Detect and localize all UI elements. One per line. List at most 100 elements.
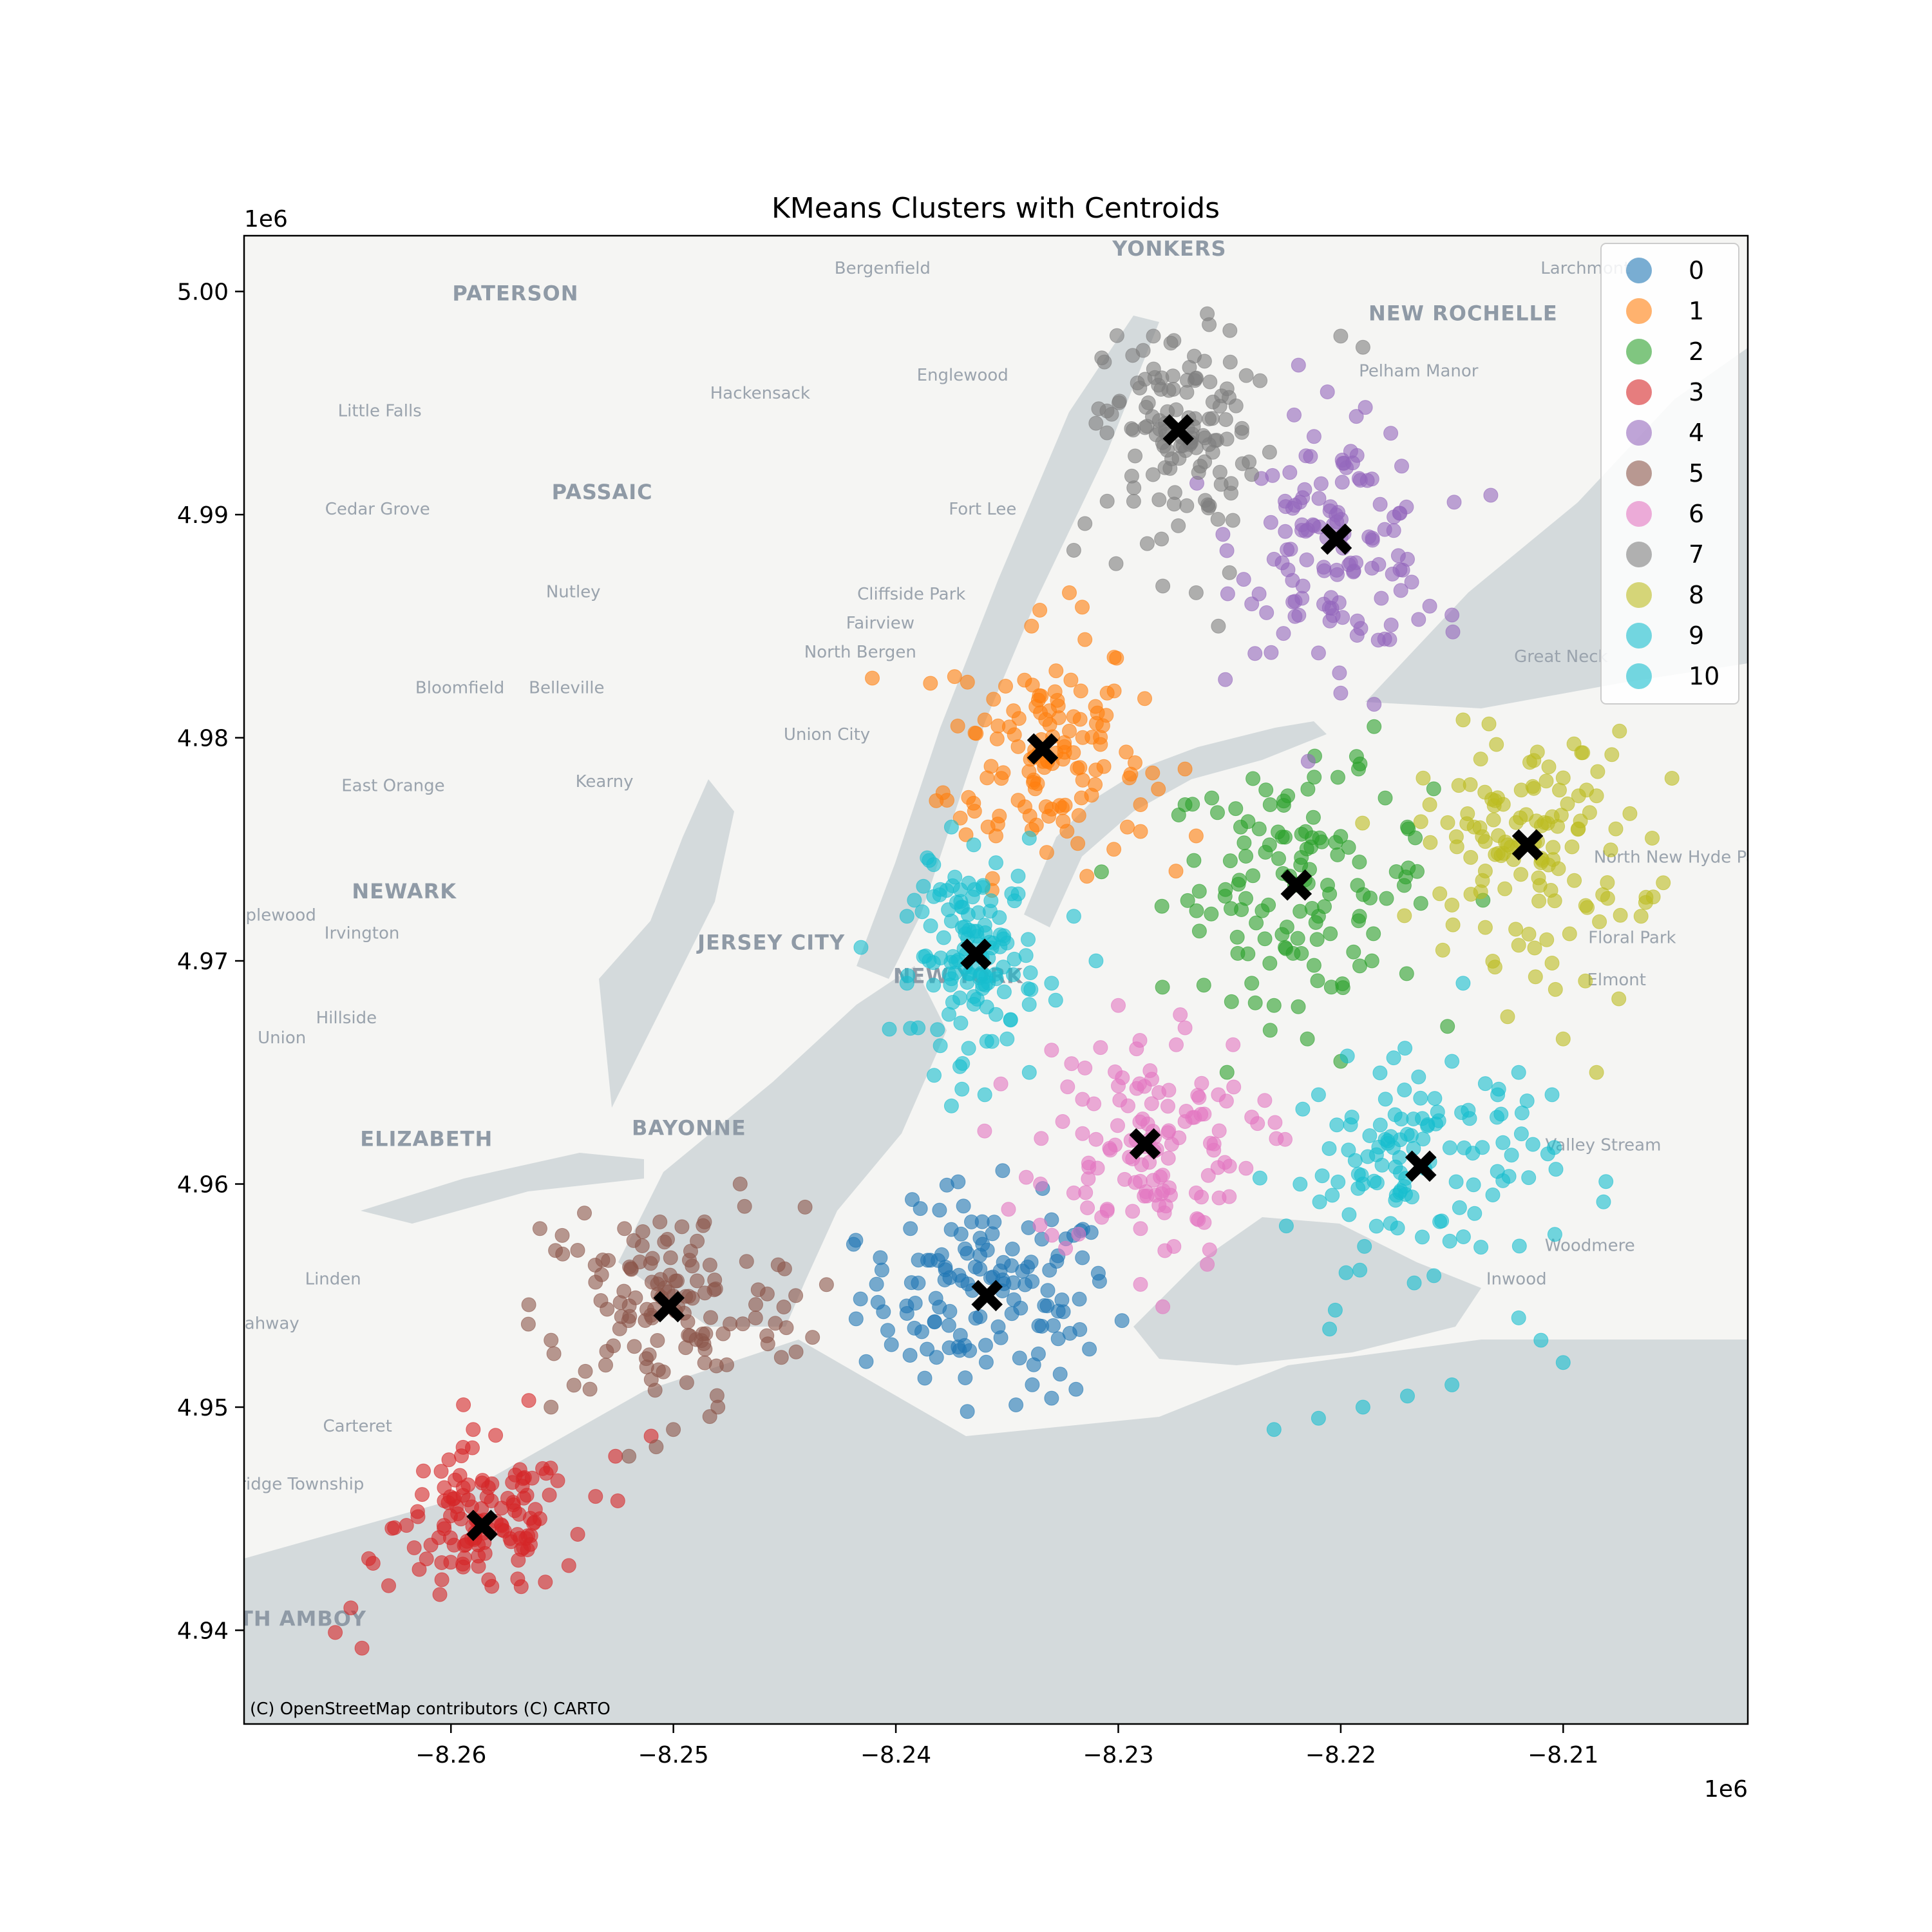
- cluster-6-point: [1060, 1079, 1075, 1095]
- cluster-8-point: [1638, 895, 1653, 910]
- cluster-8-point: [1526, 781, 1542, 796]
- cluster-8-point: [1600, 875, 1615, 890]
- cluster-2-point: [1219, 1065, 1235, 1080]
- cluster-6-point: [1032, 1217, 1048, 1233]
- cluster-4-point: [1311, 491, 1327, 506]
- cluster-9-point: [1010, 868, 1026, 884]
- cluster-1-point: [1062, 585, 1077, 600]
- cluster-4-point: [1350, 613, 1365, 629]
- cluster-3-point: [513, 1579, 529, 1595]
- cluster-2-point: [1278, 941, 1294, 956]
- cluster-2-point: [1366, 926, 1381, 942]
- cluster-1-point: [1188, 828, 1204, 844]
- cluster-8-point: [1445, 917, 1461, 933]
- cluster-3-point: [361, 1551, 376, 1566]
- cluster-8-point: [1526, 753, 1542, 768]
- cluster-6-point: [1128, 1175, 1143, 1190]
- cluster-9-point: [926, 857, 942, 873]
- cluster-7-point: [1222, 354, 1238, 370]
- cluster-6-point: [1075, 1126, 1090, 1141]
- centroid-0-marker: [971, 1280, 1003, 1312]
- basemap-label: YONKERS: [1112, 236, 1226, 261]
- cluster-3-point: [507, 1467, 523, 1482]
- cluster-3-point: [455, 1559, 471, 1575]
- cluster-5-point: [577, 1206, 592, 1221]
- cluster-0-point: [942, 1303, 958, 1319]
- cluster-7-point: [1188, 585, 1204, 600]
- cluster-8-point: [1582, 805, 1597, 820]
- cluster-5-point: [788, 1344, 804, 1359]
- cluster-6-point: [1001, 1202, 1016, 1217]
- cluster-7-point: [1154, 531, 1170, 547]
- cluster-2-point: [1298, 824, 1313, 839]
- cluster-5-point: [737, 1198, 752, 1214]
- cluster-7-point: [1212, 399, 1227, 414]
- cluster-6-point: [1058, 1240, 1074, 1256]
- cluster-5-point: [532, 1221, 547, 1236]
- cluster-4-point: [1370, 632, 1386, 648]
- cluster-0-point: [1068, 1381, 1084, 1397]
- basemap-label: PATERSON: [452, 281, 578, 305]
- cluster-7-point: [1132, 381, 1148, 395]
- cluster-4-point: [1444, 607, 1460, 623]
- cluster-3-point: [433, 1464, 449, 1479]
- cluster-0-point: [958, 1370, 973, 1385]
- cluster-5-point: [645, 1251, 660, 1266]
- cluster-8-point: [1490, 790, 1505, 806]
- cluster-2-point: [1180, 893, 1195, 908]
- cluster-10-point: [1350, 1180, 1366, 1196]
- cluster-4-point: [1265, 468, 1280, 483]
- cluster-9-point: [1021, 831, 1037, 846]
- cluster-9-point: [945, 949, 961, 964]
- cluster-4-point: [1335, 610, 1350, 625]
- cluster-6-point: [1210, 1160, 1226, 1175]
- cluster-2-point: [1189, 903, 1204, 918]
- basemap-label: Hillside: [316, 1009, 377, 1028]
- cluster-5-point: [593, 1293, 609, 1308]
- cluster-1-point: [989, 731, 1005, 746]
- cluster-5-point: [770, 1257, 786, 1273]
- cluster-4-point: [1298, 524, 1313, 539]
- cluster-9-point: [966, 996, 981, 1012]
- cluster-3-point: [343, 1600, 359, 1616]
- cluster-7-point: [1333, 328, 1349, 344]
- cluster-9-point: [907, 893, 922, 908]
- legend-marker-7: [1626, 542, 1652, 567]
- cluster-5-point: [521, 1297, 536, 1312]
- cluster-5-point: [678, 1340, 694, 1356]
- cluster-8-point: [1486, 812, 1501, 828]
- x-tick-label: −8.23: [1083, 1742, 1153, 1768]
- cluster-9-point: [943, 1098, 959, 1113]
- cluster-0-point: [1056, 1304, 1071, 1320]
- cluster-10-point: [1357, 1238, 1372, 1254]
- cluster-5-point: [697, 1285, 712, 1301]
- cluster-5-point: [797, 1199, 813, 1215]
- cluster-8-point: [1612, 723, 1627, 739]
- cluster-7-point: [1222, 390, 1236, 405]
- cluster-2-point: [1274, 927, 1290, 942]
- cluster-8-point: [1611, 991, 1627, 1007]
- cluster-2-point: [1300, 781, 1316, 797]
- cluster-10-point: [1400, 1388, 1415, 1404]
- cluster-2-point: [1320, 878, 1335, 893]
- cluster-7-point: [1202, 317, 1217, 332]
- cluster-0-point: [1013, 1300, 1028, 1316]
- cluster-6-point: [1250, 1116, 1265, 1132]
- cluster-0-point: [1046, 1318, 1061, 1333]
- cluster-4-point: [1349, 628, 1365, 643]
- basemap-label: North Bergen: [804, 643, 916, 662]
- cluster-0-point: [943, 1222, 959, 1237]
- cluster-0-point: [941, 1318, 956, 1333]
- basemap-label: PASSAIC: [552, 480, 653, 504]
- cluster-1-point: [1059, 824, 1075, 839]
- cluster-10-point: [1544, 1087, 1560, 1103]
- cluster-2-point: [1333, 829, 1349, 844]
- cluster-9-point: [961, 1041, 976, 1056]
- cluster-2-point: [1426, 781, 1441, 797]
- cluster-0-point: [1040, 1283, 1056, 1298]
- cluster-1-point: [1177, 761, 1193, 777]
- cluster-2-point: [1155, 980, 1170, 995]
- cluster-2-point: [1230, 945, 1245, 961]
- cluster-5-point: [715, 1326, 731, 1341]
- cluster-1-point: [1038, 799, 1054, 815]
